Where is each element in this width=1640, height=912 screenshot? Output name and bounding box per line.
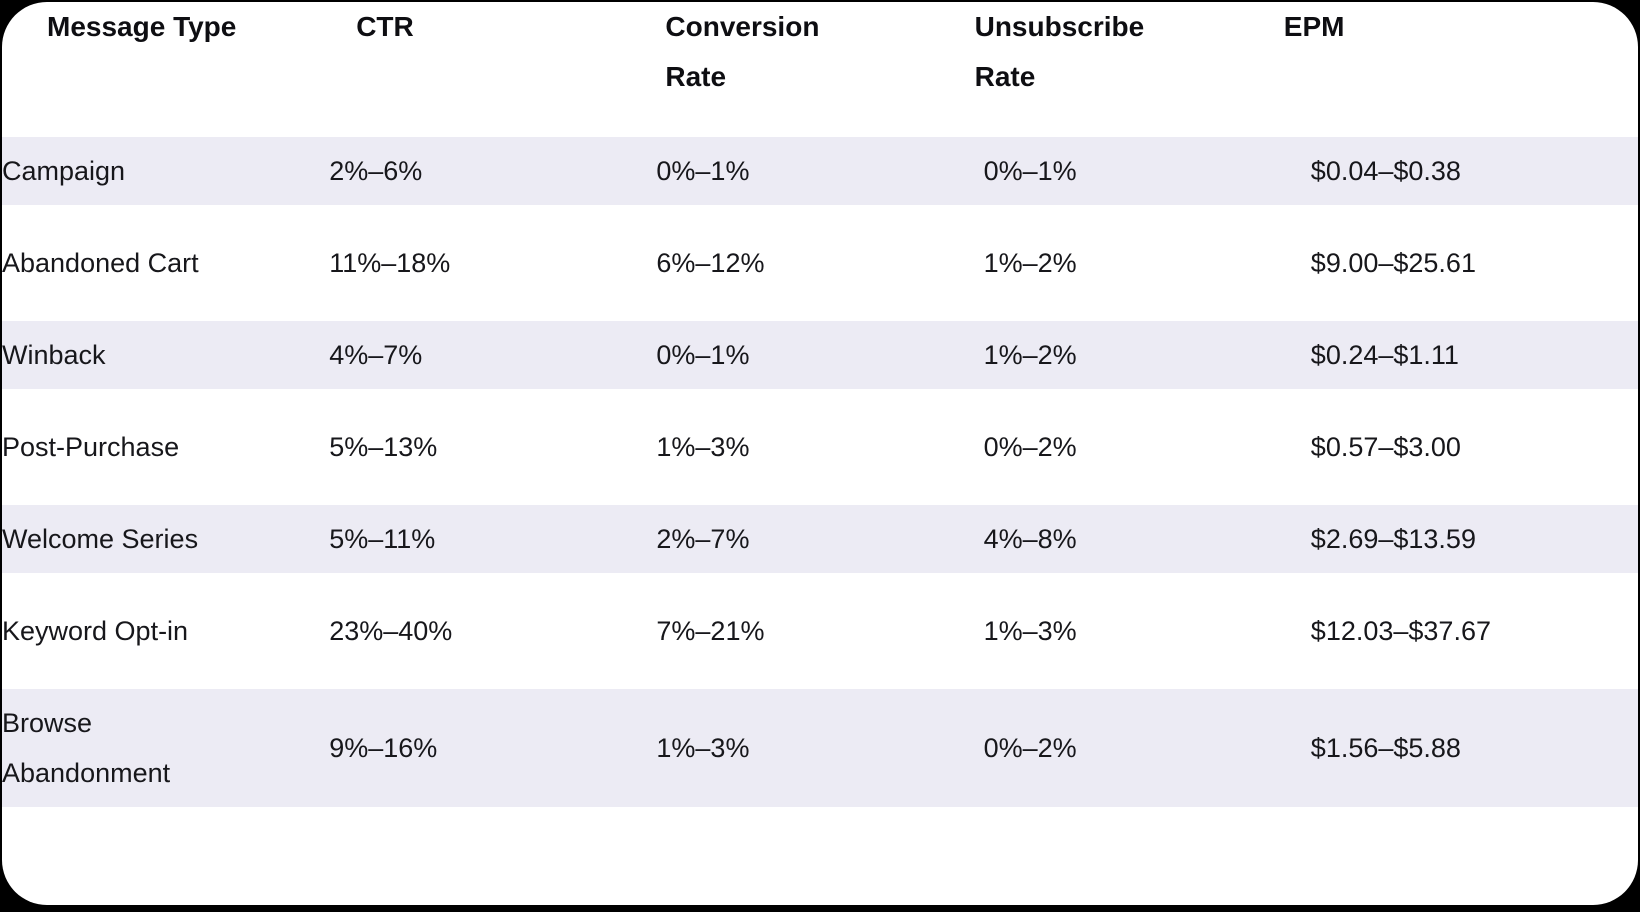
cell-epm: $0.04–$0.38 — [1310, 156, 1461, 186]
cell-conversion-rate: 7%–21% — [656, 616, 765, 646]
cell-message-type: Keyword Opt-in — [2, 616, 189, 646]
table-row: Campaign 2%–6% 0%–1% 0%–1% $0.04–$0.38 — [2, 137, 1638, 205]
cell-conversion-rate: 2%–7% — [656, 524, 750, 554]
column-header-conversion-rate: Conversion Rate — [665, 11, 820, 92]
cell-ctr: 4%–7% — [329, 340, 423, 370]
cell-message-type: Welcome Series — [2, 524, 199, 554]
cell-conversion-rate: 0%–1% — [656, 156, 750, 186]
cell-unsubscribe-rate: 0%–2% — [983, 733, 1077, 763]
cell-ctr: 9%–16% — [329, 733, 438, 763]
cell-unsubscribe-rate: 4%–8% — [983, 524, 1077, 554]
cell-epm: $2.69–$13.59 — [1310, 524, 1476, 554]
cell-message-type: Winback — [2, 340, 106, 370]
cell-ctr: 5%–11% — [329, 524, 436, 554]
cell-ctr: 23%–40% — [329, 616, 453, 646]
cell-unsubscribe-rate: 0%–1% — [983, 156, 1077, 186]
cell-conversion-rate: 0%–1% — [656, 340, 750, 370]
table-header-row: Message Type CTR Conversion Rate Unsubsc… — [2, 2, 1638, 102]
table-row: Browse Abandonment 9%–16% 1%–3% 0%–2% $1… — [2, 689, 1638, 807]
cell-ctr: 5%–13% — [329, 432, 438, 462]
table-row: Abandoned Cart 11%–18% 6%–12% 1%–2% $9.0… — [2, 229, 1638, 297]
cell-conversion-rate: 1%–3% — [656, 733, 750, 763]
cell-epm: $0.57–$3.00 — [1310, 432, 1461, 462]
column-header-ctr: CTR — [356, 11, 414, 42]
cell-unsubscribe-rate: 1%–3% — [983, 616, 1077, 646]
cell-ctr: 2%–6% — [329, 156, 423, 186]
cell-message-type: Browse Abandonment — [2, 708, 171, 788]
column-header-unsubscribe-rate: Unsubscribe Rate — [974, 11, 1145, 92]
cell-epm: $9.00–$25.61 — [1310, 248, 1476, 278]
column-header-message-type: Message Type — [47, 11, 237, 42]
table-row: Post-Purchase 5%–13% 1%–3% 0%–2% $0.57–$… — [2, 413, 1638, 481]
cell-unsubscribe-rate: 1%–2% — [983, 340, 1077, 370]
cell-conversion-rate: 6%–12% — [656, 248, 765, 278]
cell-message-type: Campaign — [2, 156, 126, 186]
column-header-epm: EPM — [1283, 11, 1345, 42]
cell-ctr: 11%–18% — [329, 248, 451, 278]
table-row: Keyword Opt-in 23%–40% 7%–21% 1%–3% $12.… — [2, 597, 1638, 665]
cell-epm: $0.24–$1.11 — [1310, 340, 1459, 370]
table-row: Welcome Series 5%–11% 2%–7% 4%–8% $2.69–… — [2, 505, 1638, 573]
cell-message-type: Abandoned Cart — [2, 248, 199, 278]
table-row: Winback 4%–7% 0%–1% 1%–2% $0.24–$1.11 — [2, 321, 1638, 389]
cell-epm: $1.56–$5.88 — [1310, 733, 1461, 763]
cell-unsubscribe-rate: 0%–2% — [983, 432, 1077, 462]
cell-unsubscribe-rate: 1%–2% — [983, 248, 1077, 278]
cell-epm: $12.03–$37.67 — [1310, 616, 1491, 646]
cell-conversion-rate: 1%–3% — [656, 432, 750, 462]
cell-message-type: Post-Purchase — [2, 432, 180, 462]
